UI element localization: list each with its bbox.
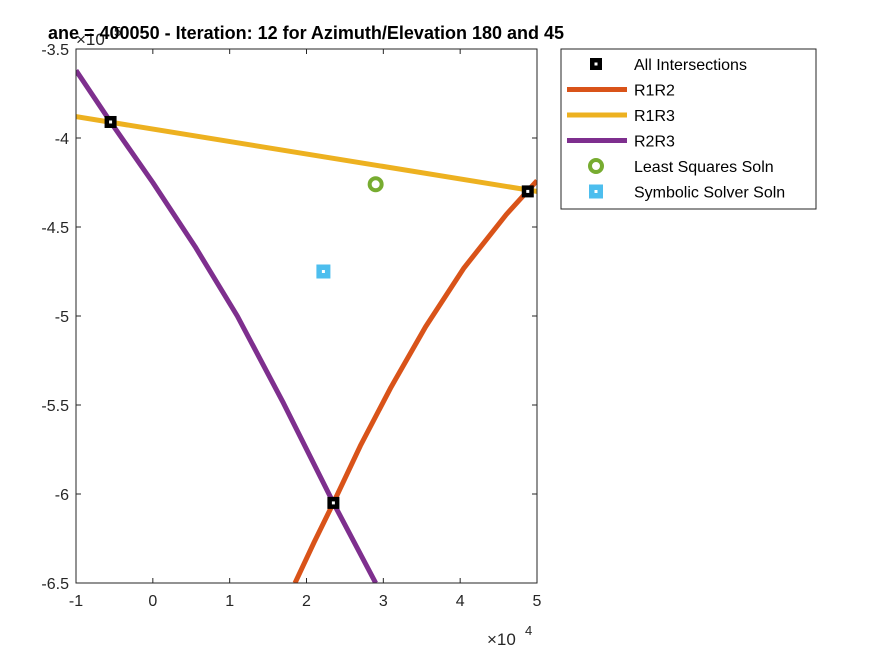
- x-tick-label: 2: [302, 593, 311, 610]
- y-multiplier-exp: 5: [114, 24, 121, 39]
- series-line-r1r3: [76, 114, 537, 194]
- plot-area: [76, 49, 537, 583]
- y-tick-label: -5: [55, 309, 69, 326]
- legend-r1r2-label: R1R2: [634, 83, 675, 100]
- point-all-intersections-center: [526, 189, 530, 193]
- legend: All Intersections R1R2 R1R3 R2R3 Least Squar…: [560, 48, 817, 210]
- legend-symbolic-solver-soln-label: Symbolic Solver Soln: [634, 185, 785, 202]
- x-tick-label: 5: [533, 593, 542, 610]
- x-tick-label: 1: [225, 593, 234, 610]
- x-multiplier-base: ×10: [487, 630, 516, 649]
- x-multiplier-exp: 4: [525, 623, 532, 638]
- legend-least-squares-soln-swatch: [588, 158, 604, 174]
- series-line-r1r2: [292, 179, 537, 583]
- point-symbolic-solver-soln-center: [321, 270, 325, 273]
- y-tick-label: -4.5: [41, 220, 69, 237]
- x-tick-label: -1: [69, 593, 83, 610]
- series-line-r2r3: [76, 69, 378, 583]
- point-all-intersections-center: [109, 120, 113, 124]
- y-tick-label: -5.5: [41, 398, 69, 415]
- y-tick-label: -6.5: [41, 576, 69, 593]
- y-multiplier-base: ×10: [76, 30, 105, 49]
- legend-r2r3-label: R2R3: [634, 134, 675, 151]
- legend-box: [560, 48, 817, 210]
- legend-symbolic-solver-soln-swatch-center: [594, 190, 598, 193]
- x-axis: -1 0 1 2 3 4 5: [69, 49, 542, 610]
- y-tick-label: -6: [55, 487, 69, 504]
- x-tick-label: 4: [456, 593, 465, 610]
- legend-all-intersections-label: All Intersections: [634, 57, 747, 74]
- x-tick-label: 0: [148, 593, 157, 610]
- series-layer: [76, 69, 537, 583]
- chart-title: ane = 400050 - Iteration: 12 for Azimuth…: [48, 23, 564, 43]
- marker-layer: [104, 115, 534, 509]
- legend-all-intersections-swatch-center: [594, 62, 598, 66]
- y-axis: -3.5 -4 -4.5 -5 -5.5 -6 -6.5: [41, 42, 537, 593]
- y-tick-label: -4: [55, 131, 69, 148]
- x-tick-label: 3: [379, 593, 388, 610]
- point-all-intersections-center: [331, 501, 335, 505]
- point-least-squares-soln: [367, 176, 384, 193]
- legend-r1r3-label: R1R3: [634, 108, 675, 125]
- y-tick-label: -3.5: [41, 42, 69, 59]
- legend-least-squares-soln-label: Least Squares Soln: [634, 159, 774, 176]
